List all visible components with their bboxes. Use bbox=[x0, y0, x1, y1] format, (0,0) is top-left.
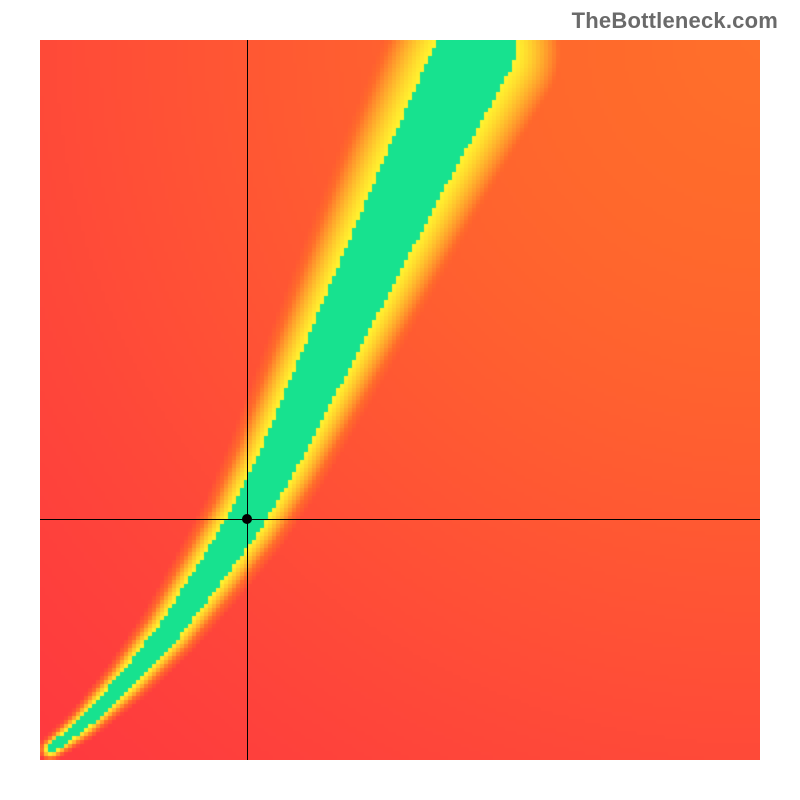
watermark-text: TheBottleneck.com bbox=[572, 8, 778, 34]
heatmap-plot-area bbox=[40, 40, 760, 760]
selection-marker bbox=[242, 514, 252, 524]
crosshair-horizontal bbox=[40, 519, 760, 520]
bottleneck-heatmap bbox=[40, 40, 760, 760]
crosshair-vertical bbox=[247, 40, 248, 760]
